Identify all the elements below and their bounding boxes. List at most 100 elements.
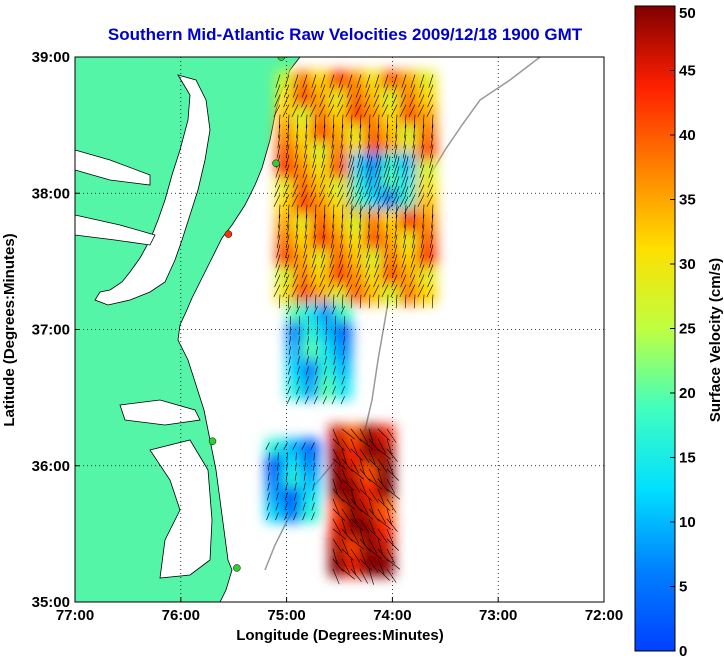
current-arrow xyxy=(332,428,340,445)
current-arrow xyxy=(372,104,380,118)
current-arrow xyxy=(318,194,326,208)
current-arrow xyxy=(403,206,409,215)
current-arrow xyxy=(405,156,409,165)
current-arrow xyxy=(327,194,335,208)
current-arrow xyxy=(328,174,335,188)
current-arrow xyxy=(341,558,350,574)
velocity-cell xyxy=(328,284,349,305)
current-arrow xyxy=(431,214,434,229)
bay-inlet-1 xyxy=(75,149,151,186)
y-axis-label: Latitude (Degrees:Minutes) xyxy=(1,233,18,426)
current-arrow xyxy=(426,284,434,298)
current-arrow xyxy=(302,512,306,521)
current-arrow xyxy=(350,488,356,505)
current-arrow xyxy=(294,482,297,491)
current-arrow xyxy=(325,336,327,345)
current-arrow xyxy=(401,254,407,268)
current-arrow xyxy=(420,244,425,258)
current-arrow xyxy=(359,508,373,520)
current-arrow xyxy=(332,568,340,585)
current-arrow xyxy=(411,144,416,159)
current-arrow xyxy=(301,264,308,278)
current-arrow xyxy=(372,284,380,298)
current-arrow xyxy=(321,144,326,159)
current-arrow xyxy=(355,264,362,278)
current-arrow xyxy=(402,244,407,258)
current-arrow xyxy=(400,264,407,278)
current-arrow xyxy=(377,488,385,505)
grid-lines xyxy=(75,57,604,602)
current-arrow xyxy=(340,306,345,315)
current-arrow xyxy=(310,442,315,450)
current-arrow xyxy=(350,568,362,582)
current-arrow xyxy=(429,154,434,168)
current-arrow xyxy=(393,244,398,258)
current-arrow xyxy=(377,538,383,555)
current-arrow xyxy=(278,204,281,219)
x-tick-label: 74:00 xyxy=(373,607,411,624)
current-arrow xyxy=(383,164,389,178)
current-arrow xyxy=(346,84,353,98)
current-arrow xyxy=(332,488,344,502)
current-arrow xyxy=(364,84,371,98)
current-arrow xyxy=(411,234,416,249)
velocity-cell xyxy=(360,518,379,540)
current-arrow xyxy=(368,548,382,560)
current-arrow xyxy=(368,528,381,541)
current-arrow xyxy=(374,74,380,88)
current-arrow xyxy=(350,528,359,544)
velocity-cell xyxy=(381,70,402,91)
velocity-cell xyxy=(381,230,402,251)
current-arrow xyxy=(420,154,425,168)
current-arrow xyxy=(285,482,288,491)
current-arrow xyxy=(428,254,434,268)
current-arrow xyxy=(293,164,299,178)
current-arrow xyxy=(302,164,308,178)
current-arrow xyxy=(277,452,279,461)
current-arrow xyxy=(305,366,309,375)
velocity-cell xyxy=(328,248,349,269)
current-arrow xyxy=(386,478,395,494)
current-arrow xyxy=(418,274,425,288)
current-arrow xyxy=(427,184,434,198)
current-arrow xyxy=(350,458,359,474)
velocity-cell xyxy=(417,284,437,305)
current-arrow xyxy=(410,164,416,178)
current-arrow xyxy=(315,346,318,355)
current-arrow xyxy=(368,438,380,452)
current-arrow xyxy=(378,176,382,185)
current-arrow xyxy=(313,462,315,471)
current-arrow xyxy=(428,164,434,178)
current-arrow xyxy=(331,306,336,315)
velocity-cell xyxy=(344,537,363,559)
current-arrow xyxy=(399,104,407,118)
current-arrow xyxy=(311,502,315,511)
current-arrow xyxy=(303,472,306,481)
current-arrow xyxy=(408,284,416,298)
current-arrow xyxy=(356,164,362,178)
colorbar-label: Surface Velocity (cm/s) xyxy=(707,258,724,422)
current-arrow xyxy=(369,176,373,185)
current-arrow xyxy=(350,428,362,442)
velocity-cell xyxy=(328,177,349,198)
current-arrow xyxy=(368,468,377,484)
current-arrow xyxy=(266,492,270,501)
velocity-cell xyxy=(417,177,437,198)
velocity-cell xyxy=(311,106,331,127)
velocity-cell xyxy=(365,152,384,173)
current-arrow xyxy=(368,518,376,535)
velocity-cell xyxy=(276,159,296,180)
colorbar-ticks: 0 5 10 15 20 25 30 35 40 45 50 xyxy=(670,5,696,659)
current-arrow xyxy=(377,438,386,454)
current-arrow xyxy=(390,194,398,208)
current-arrow xyxy=(294,472,297,481)
current-arrow xyxy=(339,144,344,159)
current-arrow xyxy=(377,528,388,543)
velocity-cell xyxy=(381,170,400,191)
current-arrow xyxy=(287,386,291,395)
velocity-cell xyxy=(365,188,384,209)
current-arrow xyxy=(350,438,358,455)
current-arrow xyxy=(345,284,353,298)
current-arrow xyxy=(295,306,300,315)
current-arrow xyxy=(400,274,407,288)
